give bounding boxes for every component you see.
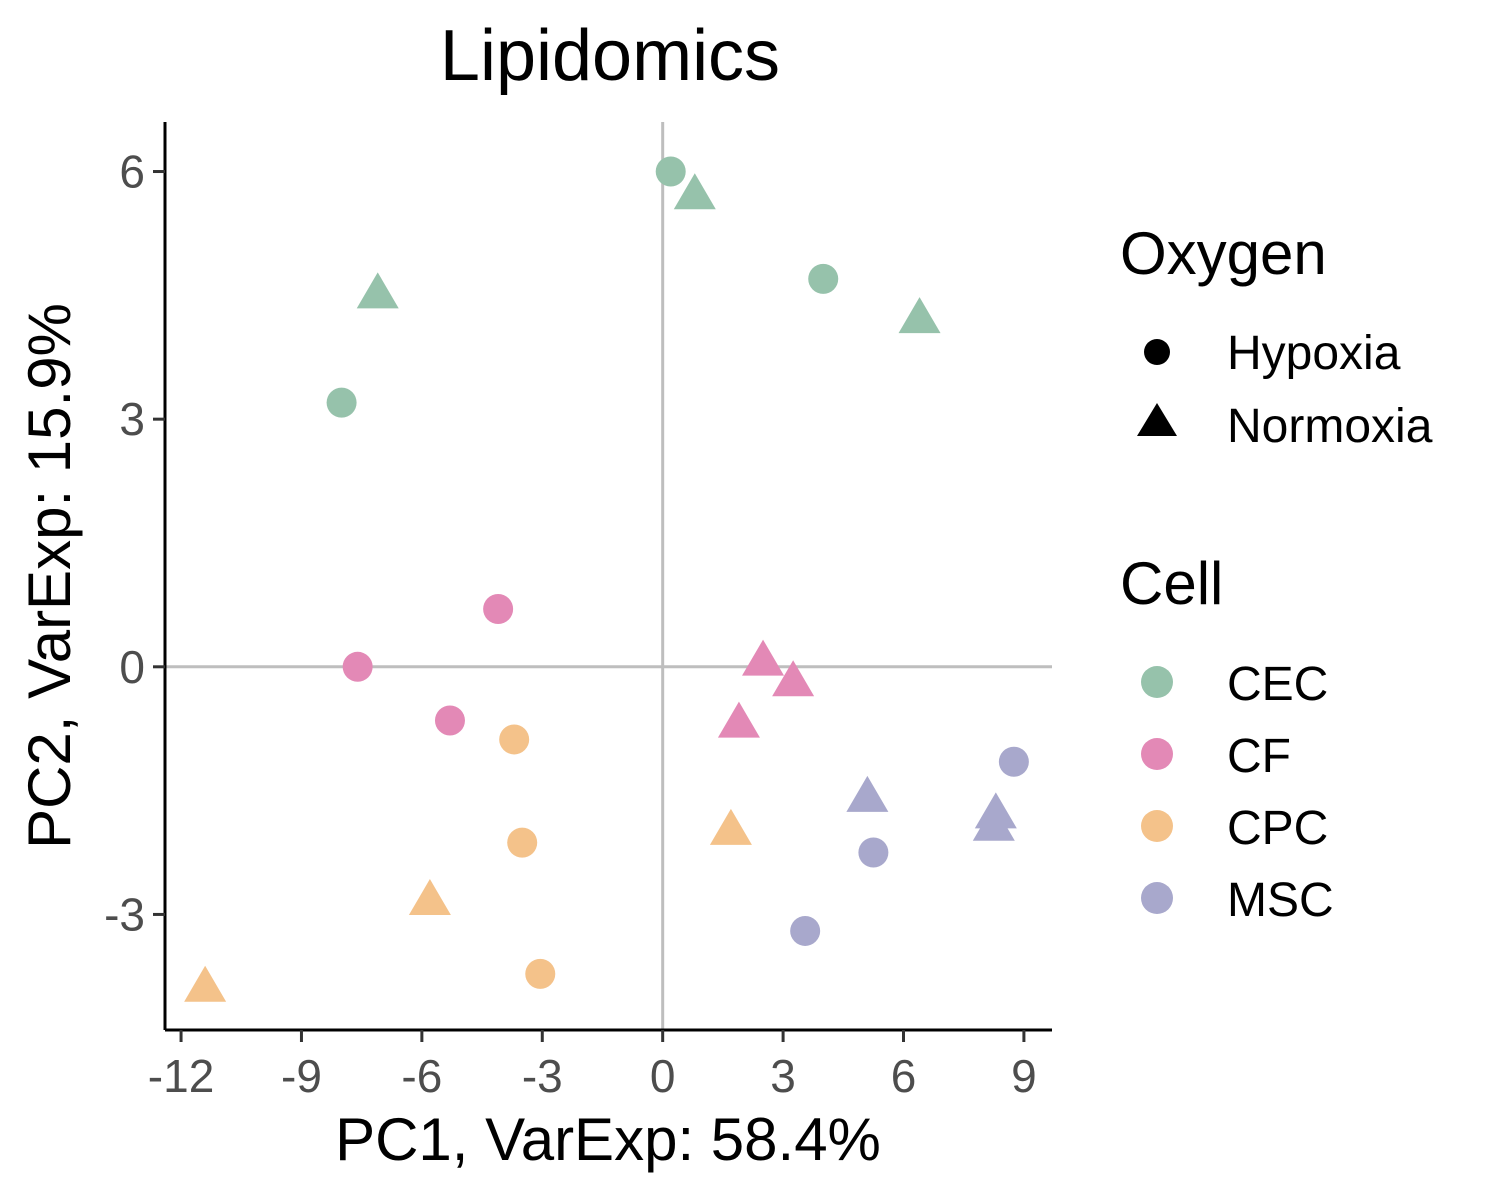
point-cpc-hypoxia	[525, 958, 556, 989]
point-cpc-hypoxia	[507, 827, 538, 858]
x-tick-label: -12	[148, 1050, 214, 1102]
point-cf-hypoxia	[434, 705, 465, 736]
x-tick-label: 0	[650, 1050, 676, 1102]
legend-cec-label: CEC	[1227, 658, 1328, 711]
point-cpc-normoxia	[408, 879, 451, 916]
legend-cell: Cell CEC CF CPC MSC	[1120, 550, 1334, 927]
point-cf-hypoxia	[483, 594, 514, 625]
reference-lines	[165, 122, 1052, 1030]
point-cec-hypoxia	[326, 387, 357, 418]
legend-hypoxia-key	[1144, 339, 1170, 365]
x-tick-label: -9	[281, 1050, 322, 1102]
chart-title: Lipidomics	[440, 16, 780, 96]
legend-cell-title: Cell	[1120, 550, 1223, 617]
y-axis-ticks: -3 0 3 6	[104, 146, 165, 940]
point-cpc-hypoxia	[499, 724, 530, 755]
x-axis-label: PC1, VarExp: 58.4%	[335, 1106, 881, 1173]
point-cec-hypoxia	[655, 156, 686, 187]
x-tick-label: -3	[522, 1050, 563, 1102]
point-cec-normoxia	[356, 272, 399, 309]
y-tick-label: -3	[104, 888, 145, 940]
point-cec-normoxia	[898, 297, 941, 334]
y-tick-label: 3	[119, 393, 145, 445]
point-msc-normoxia	[846, 775, 889, 812]
legend-normoxia-label: Normoxia	[1227, 400, 1433, 453]
point-cf-normoxia	[772, 660, 815, 697]
point-cf-normoxia	[717, 701, 760, 738]
legend-oxygen-title: Oxygen	[1120, 220, 1327, 287]
y-tick-label: 6	[119, 146, 145, 198]
legend-msc-label: MSC	[1227, 874, 1334, 927]
x-axis-ticks: -12 -9 -6 -3 0 3 6 9	[148, 1030, 1037, 1102]
legend-normoxia-key	[1137, 403, 1177, 436]
legend-cpc-label: CPC	[1227, 802, 1328, 855]
legend-cpc-key	[1141, 810, 1173, 842]
legend-cf-label: CF	[1227, 730, 1291, 783]
y-axis-label: PC2, VarExp: 15.9%	[16, 303, 83, 849]
x-tick-label: 9	[1011, 1050, 1037, 1102]
y-tick-label: 0	[119, 641, 145, 693]
point-cec-hypoxia	[808, 263, 839, 294]
legend-msc-key	[1141, 882, 1173, 914]
legend-cec-key	[1141, 666, 1173, 698]
legend-cf-key	[1141, 738, 1173, 770]
x-tick-label: 3	[770, 1050, 796, 1102]
point-cpc-normoxia	[709, 808, 752, 845]
point-msc-hypoxia	[998, 746, 1029, 777]
x-tick-label: -6	[401, 1050, 442, 1102]
legend-hypoxia-label: Hypoxia	[1227, 327, 1401, 380]
point-msc-hypoxia	[790, 915, 821, 946]
point-cf-hypoxia	[342, 651, 373, 682]
legend-oxygen: Oxygen Hypoxia Normoxia	[1120, 220, 1433, 453]
point-msc-normoxia	[972, 804, 1015, 841]
point-cec-normoxia	[673, 173, 716, 210]
x-tick-label: 6	[891, 1050, 917, 1102]
point-cf-normoxia	[742, 639, 785, 676]
data-points	[184, 156, 1029, 1002]
point-msc-hypoxia	[858, 837, 889, 868]
point-cpc-normoxia	[184, 965, 227, 1002]
